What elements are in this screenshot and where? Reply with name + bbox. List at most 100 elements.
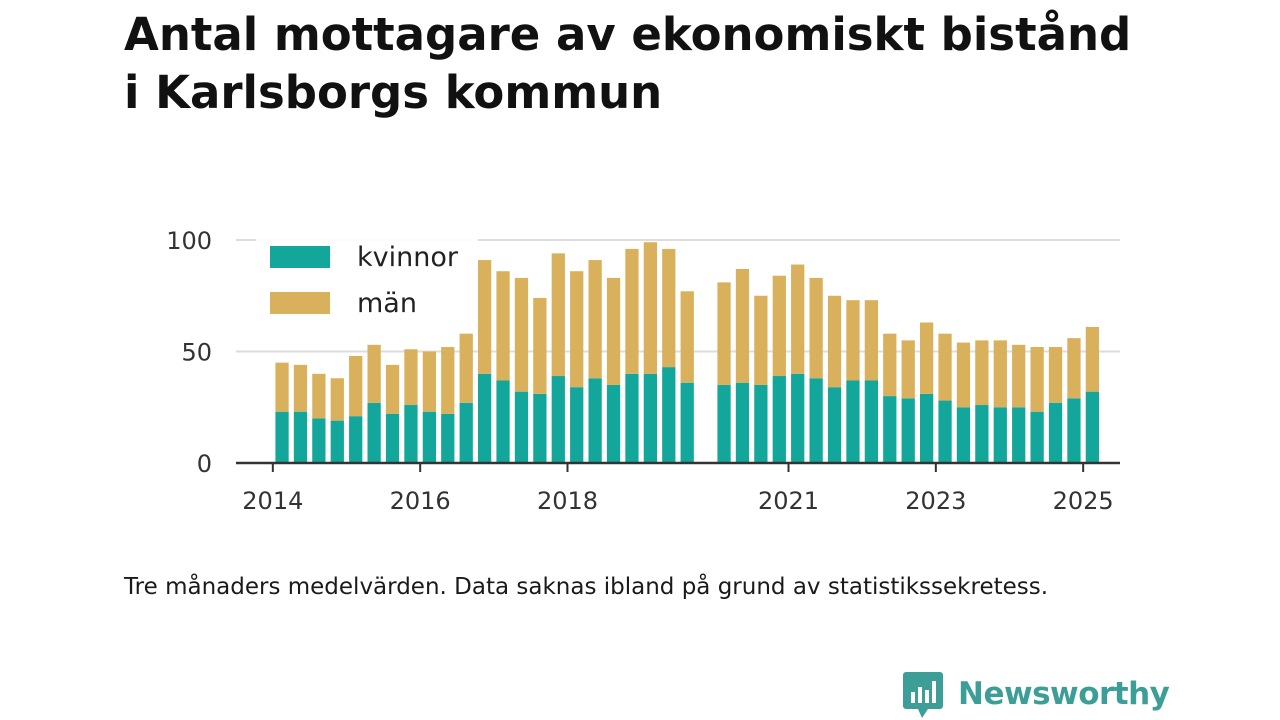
- legend-swatch-man: [270, 292, 330, 314]
- bar-kvinnor: [514, 391, 529, 463]
- bar-man: [404, 349, 418, 406]
- bar-kvinnor: [956, 407, 971, 463]
- bar-man: [606, 277, 621, 385]
- bar-kvinnor: [441, 413, 455, 463]
- bar-kvinnor: [1085, 391, 1100, 463]
- bar-kvinnor: [1030, 411, 1044, 463]
- bar-kvinnor: [367, 402, 381, 463]
- bar-man: [312, 373, 326, 419]
- bar-kvinnor: [533, 393, 547, 463]
- legend-label-man: män: [357, 288, 417, 319]
- bar-man: [1012, 344, 1026, 408]
- bar-man: [717, 282, 731, 385]
- bar-man: [809, 277, 823, 379]
- bar-kvinnor: [680, 382, 694, 463]
- bar-man: [1067, 338, 1081, 399]
- chart-title: Antal mottagare av ekonomiskt bistånd i …: [124, 6, 1224, 122]
- bar-kvinnor: [735, 382, 750, 463]
- bar-man: [275, 362, 289, 412]
- bar-kvinnor: [477, 373, 492, 463]
- bar-kvinnor: [883, 396, 897, 463]
- bar-man: [975, 340, 989, 406]
- bar-man: [533, 297, 547, 394]
- stacked-bar-chart: 0 50 100 2014 2016 2018 2021 2023 2025 kvinnor män: [166, 227, 1120, 515]
- bar-kvinnor: [404, 405, 418, 463]
- bar-man: [993, 340, 1007, 408]
- bar-man: [330, 378, 344, 421]
- bar-man: [349, 355, 363, 417]
- x-tick-label: 2014: [242, 487, 303, 515]
- bar-kvinnor: [385, 413, 400, 463]
- x-tick-label: 2025: [1053, 487, 1114, 515]
- bar-chart-speech-bubble-icon: [903, 672, 943, 718]
- bar-kvinnor: [349, 416, 363, 463]
- bar-man: [625, 248, 639, 374]
- bar-kvinnor: [717, 384, 731, 463]
- bar-kvinnor: [809, 378, 823, 463]
- bar-man: [477, 260, 492, 374]
- y-tick-label: 0: [197, 450, 212, 478]
- bar-man: [956, 342, 971, 408]
- bar-man: [514, 277, 529, 392]
- bar-man: [754, 295, 768, 385]
- bar-kvinnor: [275, 411, 289, 463]
- bar-kvinnor: [625, 373, 639, 463]
- bar-man: [1085, 326, 1100, 392]
- bar-man: [293, 364, 308, 412]
- bar-man: [459, 333, 473, 403]
- bar-kvinnor: [1067, 398, 1081, 463]
- bar-kvinnor: [791, 373, 805, 463]
- bar-man: [680, 291, 694, 383]
- bar-kvinnor: [312, 418, 326, 463]
- bar-man: [422, 351, 437, 412]
- bar-man: [662, 248, 676, 368]
- bar-man: [735, 268, 750, 383]
- bar-kvinnor: [993, 407, 1007, 463]
- bar-kvinnor: [330, 420, 344, 463]
- bar-kvinnor: [662, 367, 676, 463]
- bar-kvinnor: [827, 387, 842, 463]
- bar-man: [772, 275, 786, 377]
- bar-man: [570, 271, 584, 388]
- bar-kvinnor: [570, 387, 584, 463]
- bar-kvinnor: [293, 411, 308, 463]
- bar-kvinnor: [1012, 407, 1026, 463]
- y-tick-label: 50: [181, 339, 212, 367]
- bar-kvinnor: [459, 402, 473, 463]
- bar-kvinnor: [975, 405, 989, 463]
- chart-caption: Tre månaders medelvärden. Data saknas ib…: [124, 574, 1049, 600]
- bar-man: [367, 344, 381, 403]
- bar-man: [496, 271, 510, 381]
- bar-kvinnor: [551, 376, 565, 463]
- legend-label-kvinnor: kvinnor: [357, 242, 459, 273]
- bar-man: [643, 242, 658, 374]
- bar-kvinnor: [754, 384, 768, 463]
- y-tick-label: 100: [166, 227, 212, 255]
- x-tick-label: 2023: [905, 487, 966, 515]
- x-tick-label: 2016: [390, 487, 451, 515]
- bar-kvinnor: [846, 380, 860, 463]
- bar-man: [588, 260, 602, 379]
- bar-kvinnor: [772, 376, 786, 463]
- bar-kvinnor: [919, 393, 934, 463]
- bar-kvinnor: [901, 398, 915, 463]
- title-line-1: Antal mottagare av ekonomiskt bistånd: [124, 8, 1132, 61]
- bar-man: [919, 322, 934, 394]
- bar-kvinnor: [606, 384, 621, 463]
- bar-man: [385, 364, 400, 414]
- bar-man: [846, 300, 860, 381]
- bar-kvinnor: [588, 378, 602, 463]
- bar-man: [938, 333, 952, 401]
- bar-man: [901, 340, 915, 399]
- bar-man: [1030, 347, 1044, 412]
- bar-kvinnor: [496, 380, 510, 463]
- bar-man: [827, 295, 842, 388]
- bar-kvinnor: [1048, 402, 1063, 463]
- bar-kvinnor: [864, 380, 879, 463]
- bar-kvinnor: [422, 411, 437, 463]
- brand-logo: Newsworthy: [902, 668, 1170, 720]
- bar-man: [551, 253, 565, 377]
- bar-man: [864, 300, 879, 381]
- x-tick-label: 2021: [758, 487, 819, 515]
- bar-man: [1048, 347, 1063, 403]
